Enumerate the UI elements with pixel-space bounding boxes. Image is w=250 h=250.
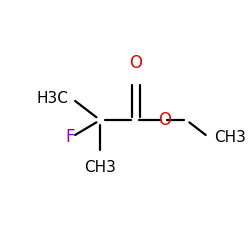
Text: CH3: CH3 bbox=[214, 130, 246, 145]
Text: O: O bbox=[129, 54, 142, 72]
Text: F: F bbox=[66, 128, 75, 146]
Text: CH3: CH3 bbox=[84, 160, 116, 176]
Text: O: O bbox=[158, 111, 171, 129]
Text: H3C: H3C bbox=[36, 90, 68, 106]
